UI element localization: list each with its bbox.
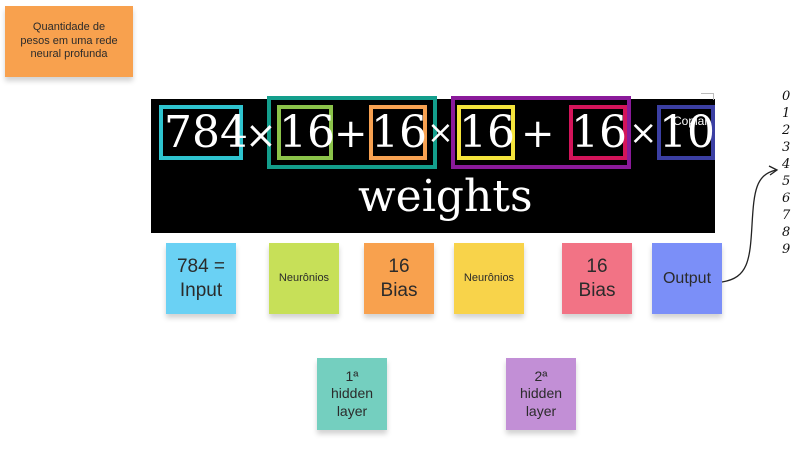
- sticky-neurons2[interactable]: Neurônios: [454, 243, 524, 314]
- operator-times: ×: [427, 113, 454, 151]
- box-layer2-group: [451, 96, 631, 169]
- copy-overlay-label[interactable]: Copiar: [673, 114, 709, 128]
- operator-times: ×: [245, 113, 277, 157]
- operator-times: ×: [629, 113, 658, 153]
- sticky-neurons1[interactable]: Neurônios: [269, 243, 339, 314]
- box-bias1: [369, 105, 427, 160]
- term-neurons1: 16: [279, 107, 335, 158]
- term-bias2: 16: [571, 107, 627, 158]
- sticky-hidden-layer-1[interactable]: 1ª hidden layer: [317, 358, 387, 430]
- digit-5: 5: [782, 174, 791, 189]
- digit-3: 3: [782, 140, 791, 155]
- box-layer1-group: [267, 96, 437, 169]
- digit-4: 4: [782, 157, 791, 172]
- term-input: 784: [164, 107, 248, 158]
- digit-8: 8: [782, 225, 791, 240]
- box-bias2: [569, 105, 627, 160]
- box-output: [657, 105, 715, 160]
- sticky-output[interactable]: Output: [652, 243, 722, 314]
- digit-1: 1: [782, 106, 791, 121]
- box-neurons2: [457, 105, 515, 160]
- sticky-bias1[interactable]: 16 Bias: [364, 243, 434, 314]
- digit-2: 2: [782, 123, 791, 138]
- operator-plus: +: [521, 111, 555, 157]
- digit-7: 7: [782, 208, 791, 223]
- box-input: [159, 105, 243, 160]
- box-neurons1: [277, 105, 333, 160]
- formula-caption: weights: [358, 171, 533, 222]
- resize-handle[interactable]: [701, 93, 714, 100]
- digit-0: 0: [782, 89, 791, 104]
- digit-6: 6: [782, 191, 791, 206]
- sticky-input[interactable]: 784 = Input: [166, 243, 236, 314]
- term-output: 10: [659, 107, 715, 158]
- note-quantidade-pesos[interactable]: Quantidade de pesos em uma rede neural p…: [5, 6, 133, 77]
- operator-plus: +: [334, 111, 368, 157]
- sticky-hidden-layer-2[interactable]: 2ª hidden layer: [506, 358, 576, 430]
- sticky-bias2[interactable]: 16 Bias: [562, 243, 632, 314]
- term-neurons2: 16: [459, 107, 515, 158]
- digit-9: 9: [782, 242, 791, 257]
- term-bias1: 16: [371, 107, 427, 158]
- formula-image[interactable]: 784 × 16 + 16 × 16 + 16 × 10 Copiar weig…: [151, 96, 715, 233]
